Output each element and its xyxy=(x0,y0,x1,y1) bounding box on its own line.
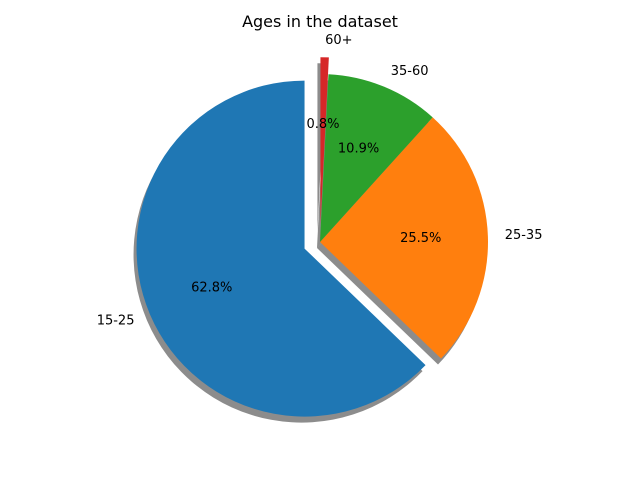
chart-title: Ages in the dataset xyxy=(242,12,398,31)
percentage-labels: 62.8% 25.5% 10.9% 0.8% xyxy=(191,117,441,296)
slice-label-60: 60+ xyxy=(325,33,352,48)
slice-label-15-25: 15-25 xyxy=(97,313,135,328)
pie-slices xyxy=(136,57,488,417)
category-labels: 15-25 25-35 35-60 60+ xyxy=(97,33,543,328)
slice-label-25-35: 25-35 xyxy=(505,228,543,243)
slice-percentage-25-35: 25.5% xyxy=(400,231,441,246)
pie-slice-35-60 xyxy=(320,74,433,242)
pie-slice-60 xyxy=(320,57,329,226)
pie-slice-15-25 xyxy=(136,80,426,417)
slice-percentage-60: 0.8% xyxy=(306,117,339,132)
slice-percentage-35-60: 10.9% xyxy=(338,141,379,156)
slice-percentage-15-25: 62.8% xyxy=(191,281,232,296)
pie-slice-25-35 xyxy=(320,117,488,359)
slice-label-35-60: 35-60 xyxy=(391,64,429,79)
